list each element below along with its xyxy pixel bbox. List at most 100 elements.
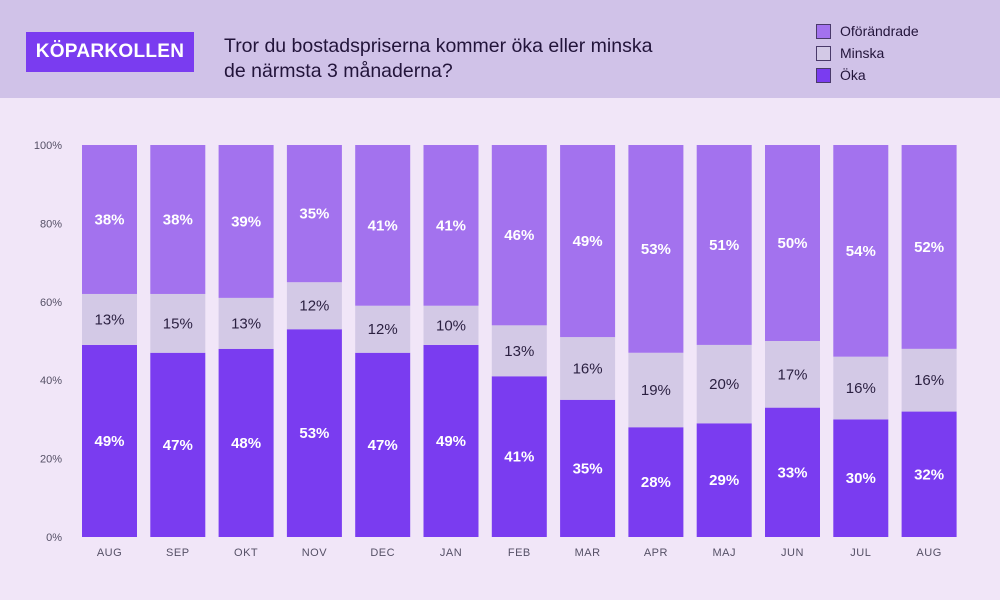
data-label: 38% <box>163 211 193 228</box>
x-category-label: AUG <box>916 547 941 559</box>
bar-segment-öka <box>150 352 206 537</box>
header-band: KÖPARKOLLEN Tror du bostadspriserna komm… <box>0 0 1000 98</box>
x-category-label: NOV <box>302 547 328 559</box>
x-category-label: SEP <box>166 547 190 559</box>
bar-segment-oförändrade <box>765 145 820 341</box>
data-label: 41% <box>436 217 466 234</box>
data-label: 15% <box>163 315 193 332</box>
data-label: 10% <box>436 317 466 334</box>
bar-segment-öka <box>82 344 137 537</box>
bar-segment-oförändrade <box>696 145 752 345</box>
bar-segment-oförändrade <box>355 145 411 306</box>
bar-segment-minska <box>150 293 206 353</box>
legend-swatch-oka <box>816 67 831 83</box>
bar-segment-oförändrade <box>218 145 274 298</box>
bar-segment-öka <box>491 376 547 537</box>
x-category-label: AUG <box>97 547 122 559</box>
data-label: 41% <box>504 449 534 466</box>
legend-swatch-oforandrade <box>816 23 831 39</box>
bar-segment-oförändrade <box>628 145 684 353</box>
bar-segment-minska <box>423 305 479 345</box>
data-label: 35% <box>573 460 603 477</box>
data-label: 33% <box>777 464 807 481</box>
data-label: 47% <box>163 437 193 454</box>
x-category-label: FEB <box>508 547 531 559</box>
bar-segment-minska <box>286 282 342 330</box>
data-label: 49% <box>573 233 603 250</box>
legend-item-minska: Minska <box>816 42 919 64</box>
bar-segment-oförändrade <box>491 145 547 326</box>
bar-segment-oförändrade <box>560 145 616 338</box>
legend: Oförändrade Minska Öka <box>816 20 919 86</box>
data-label: 53% <box>641 241 671 258</box>
data-label: 19% <box>641 382 671 399</box>
chart-title-line-1: Tror du bostadspriserna kommer öka eller… <box>224 35 653 57</box>
data-label: 54% <box>846 243 876 260</box>
x-category-label: APR <box>644 547 668 559</box>
bar-segment-öka <box>423 344 479 537</box>
data-label: 13% <box>231 315 261 332</box>
data-label: 16% <box>914 372 944 389</box>
legend-label-oforandrade: Oförändrade <box>840 23 919 39</box>
bar-segment-öka <box>765 407 820 537</box>
bar-segment-oförändrade <box>150 145 206 294</box>
data-label: 32% <box>914 466 944 483</box>
y-tick-label: 60% <box>40 297 62 309</box>
bar-segment-oförändrade <box>423 145 479 306</box>
x-category-label: DEC <box>370 547 395 559</box>
y-tick-label: 20% <box>40 454 62 466</box>
stacked-bar-chart: 0% 20% 40% 60% 80% 100% 49% 13% 38% AUG 47% 15% 38% S… <box>34 140 957 559</box>
y-tick-label: 80% <box>40 218 62 230</box>
bar-segment-oförändrade <box>833 145 889 357</box>
data-label: 29% <box>709 472 739 489</box>
bar-segment-minska <box>628 352 684 428</box>
x-category-label: JAN <box>440 547 462 559</box>
y-tick-label: 40% <box>40 375 62 387</box>
x-category-label: JUL <box>850 547 871 559</box>
chart-title-line-2: de närmsta 3 månaderna? <box>224 60 453 82</box>
bar-segment-minska <box>491 325 547 377</box>
bar-segment-öka <box>901 411 957 537</box>
bar-segment-öka <box>696 423 752 537</box>
legend-swatch-minska <box>816 45 831 61</box>
data-label: 41% <box>368 217 398 234</box>
bar-segment-öka <box>218 348 274 537</box>
bar-segment-oförändrade <box>286 145 342 283</box>
data-label: 49% <box>94 433 124 450</box>
data-label: 39% <box>231 213 261 230</box>
data-label: 12% <box>299 298 329 315</box>
data-label: 16% <box>846 380 876 397</box>
data-label: 16% <box>573 360 603 377</box>
data-label: 30% <box>846 470 876 487</box>
data-label: 12% <box>368 321 398 338</box>
bar-segment-oförändrade <box>82 145 137 294</box>
bar-segment-öka <box>560 399 616 537</box>
y-tick-label: 100% <box>34 140 62 152</box>
data-label: 50% <box>777 235 807 252</box>
bar-segment-öka <box>833 419 889 537</box>
data-label: 20% <box>709 376 739 393</box>
x-category-label: JUN <box>781 547 804 559</box>
data-label: 13% <box>504 343 534 360</box>
data-label: 52% <box>914 239 944 256</box>
data-label: 28% <box>641 474 671 491</box>
legend-item-oforandrade: Oförändrade <box>816 20 919 42</box>
bar-segment-minska <box>901 348 957 412</box>
x-category-label: OKT <box>234 547 258 559</box>
legend-label-oka: Öka <box>840 67 866 83</box>
bar-segment-minska <box>82 293 137 345</box>
data-label: 53% <box>299 425 329 442</box>
data-label: 51% <box>709 237 739 254</box>
x-category-label: MAJ <box>712 547 736 559</box>
data-label: 17% <box>777 366 807 383</box>
data-label: 35% <box>299 206 329 223</box>
bar-segment-minska <box>218 297 274 349</box>
legend-item-oka: Öka <box>816 64 919 86</box>
bar-segment-minska <box>355 305 411 353</box>
data-label: 48% <box>231 435 261 452</box>
bar-segment-oförändrade <box>901 145 957 349</box>
y-tick-label: 0% <box>46 532 62 544</box>
x-category-label: MAR <box>575 547 601 559</box>
bar-segment-öka <box>286 329 342 537</box>
data-label: 38% <box>94 211 124 228</box>
